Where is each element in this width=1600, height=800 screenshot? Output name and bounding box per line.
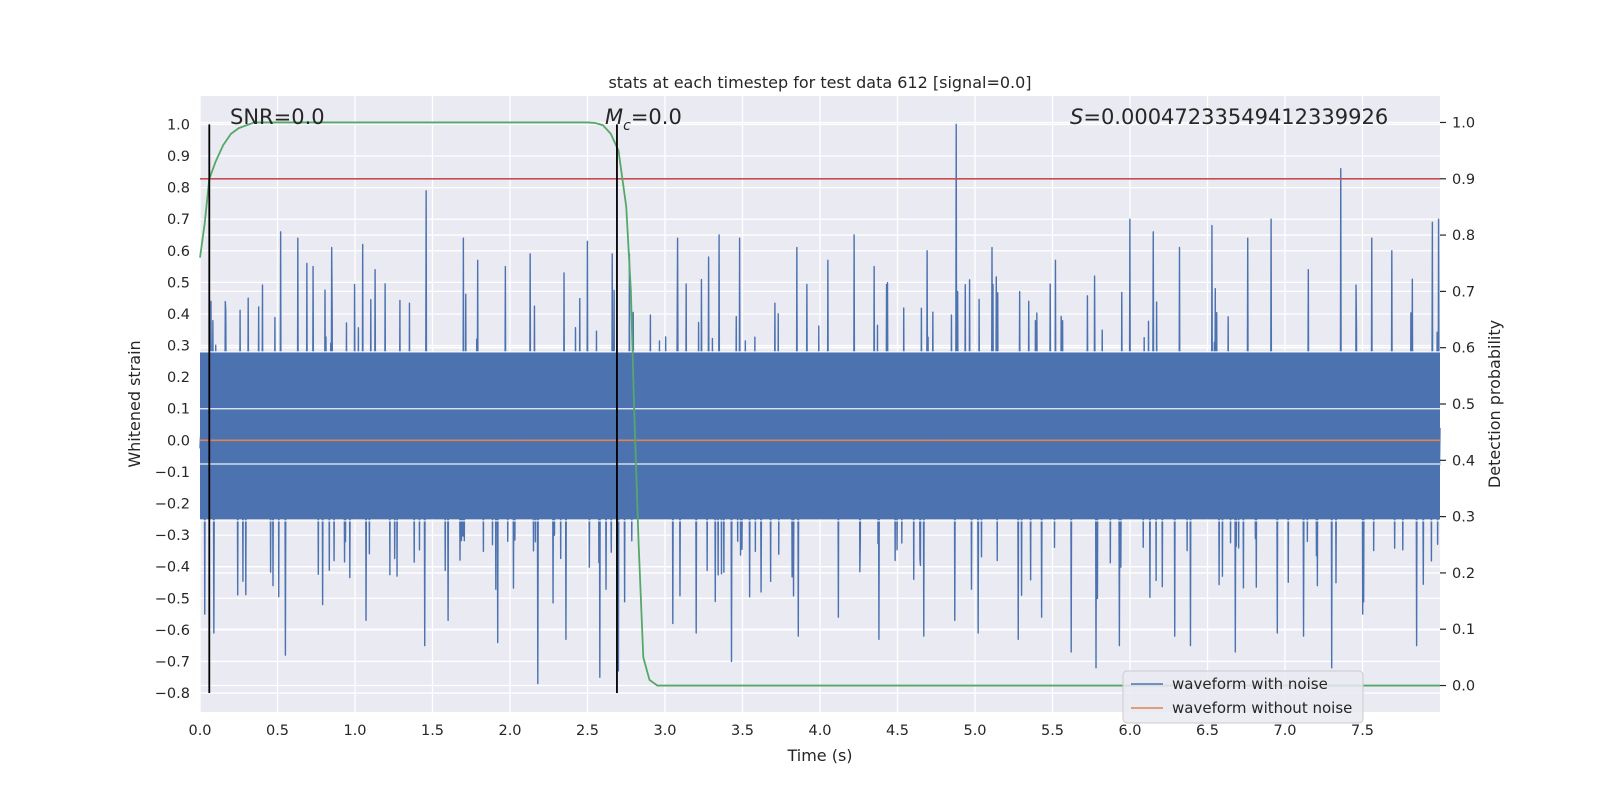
- tick-labels: 0.0 0.5 1.0 1.5 2.0 2.5 3.0 3.5 4.0 4.5 5.0 5.5 6.0 6…: [155, 115, 1475, 739]
- chart-title: stats at each timestep for test data 612…: [608, 73, 1031, 92]
- y-tick-label-left: −0.4: [155, 560, 190, 576]
- y-tick-label-left: −0.6: [155, 623, 190, 639]
- y-tick-label-left: 1.0: [167, 117, 190, 133]
- x-tick-label: 2.5: [576, 723, 599, 739]
- y-tick-label-left: 0.8: [167, 181, 190, 197]
- y-tick-label-left: 0.6: [167, 244, 190, 260]
- y-tick-label-left: −0.3: [155, 528, 190, 544]
- x-tick-label: 0.0: [188, 723, 211, 739]
- s-statistic-value: =0.00047233549412339926: [1083, 105, 1388, 129]
- series-line-detection-probability: [199, 121, 1440, 687]
- x-tick-label: 1.0: [343, 723, 366, 739]
- y-tick-label-left: −0.8: [155, 686, 190, 702]
- x-tick-label: 2.0: [498, 723, 521, 739]
- x-tick-label: 3.5: [731, 723, 754, 739]
- y-tick-label-left: −0.2: [155, 497, 190, 513]
- x-tick-label: 6.0: [1118, 723, 1141, 739]
- y-tick-label-left: 0.1: [167, 402, 190, 418]
- x-tick-label: 4.5: [886, 723, 909, 739]
- y-tick-label-left: 0.3: [167, 339, 190, 355]
- y-tick-label-left: 0.5: [167, 275, 190, 291]
- y-tick-label-right: 0.1: [1452, 622, 1475, 638]
- x-tick-label: 7.0: [1273, 723, 1296, 739]
- y-tick-label-left: 0.4: [167, 307, 190, 323]
- chirp-mass-symbol: M: [605, 105, 623, 129]
- y-tick-label-left: −0.7: [155, 654, 190, 670]
- legend: waveform with noise waveform without noi…: [1122, 670, 1364, 724]
- y-tick-label-left: 0.2: [167, 370, 190, 386]
- x-tick-label: 3.0: [653, 723, 676, 739]
- y-tick-label-right: 1.0: [1452, 115, 1475, 131]
- legend-box: [1122, 670, 1364, 724]
- legend-entry-clean: waveform without noise: [1172, 699, 1352, 717]
- y-tick-label-left: 0.0: [167, 433, 190, 449]
- snr-annotation: SNR=0.0: [230, 105, 325, 129]
- y-tick-label-right: 0.6: [1452, 341, 1475, 357]
- y-tick-label-right: 0.3: [1452, 510, 1475, 526]
- x-tick-label: 0.5: [266, 723, 289, 739]
- chirp-mass-subscript: c: [623, 118, 631, 134]
- x-tick-label: 5.5: [1041, 723, 1064, 739]
- y-axis-label-left: Whitened strain: [125, 340, 144, 467]
- vertical-markers: [208, 124, 618, 694]
- y-tick-label-right: 0.9: [1452, 172, 1475, 188]
- y-tick-label-right: 0.4: [1452, 453, 1475, 469]
- y-tick-label-left: −0.1: [155, 465, 190, 481]
- legend-entry-noise: waveform with noise: [1172, 675, 1328, 693]
- x-tick-label: 1.5: [421, 723, 444, 739]
- x-tick-label: 7.5: [1351, 723, 1374, 739]
- y-tick-label-right: 0.8: [1452, 228, 1475, 244]
- x-tick-label: 6.5: [1196, 723, 1219, 739]
- x-tick-label: 5.0: [963, 723, 986, 739]
- noise-series: [199, 123, 1441, 685]
- x-axis-label: Time (s): [786, 746, 852, 765]
- y-tick-label-right: 0.7: [1452, 284, 1475, 300]
- s-statistic-symbol: S: [1070, 105, 1083, 129]
- y-tick-label-right: 0.0: [1452, 679, 1475, 695]
- y-axis-label-right: Detection probability: [1485, 320, 1504, 488]
- y-tick-label-left: −0.5: [155, 591, 190, 607]
- s-statistic-annotation: S=0.00047233549412339926: [1070, 105, 1388, 129]
- y-tick-label-right: 0.2: [1452, 566, 1475, 582]
- chirp-mass-annotation: Mc=0.0: [605, 105, 682, 134]
- y-tick-label-right: 0.5: [1452, 397, 1475, 413]
- x-tick-label: 4.0: [808, 723, 831, 739]
- y-tick-label-left: 0.9: [167, 149, 190, 165]
- chirp-mass-value: =0.0: [631, 105, 682, 129]
- y-tick-label-left: 0.7: [167, 212, 190, 228]
- series-lines: [199, 121, 1440, 687]
